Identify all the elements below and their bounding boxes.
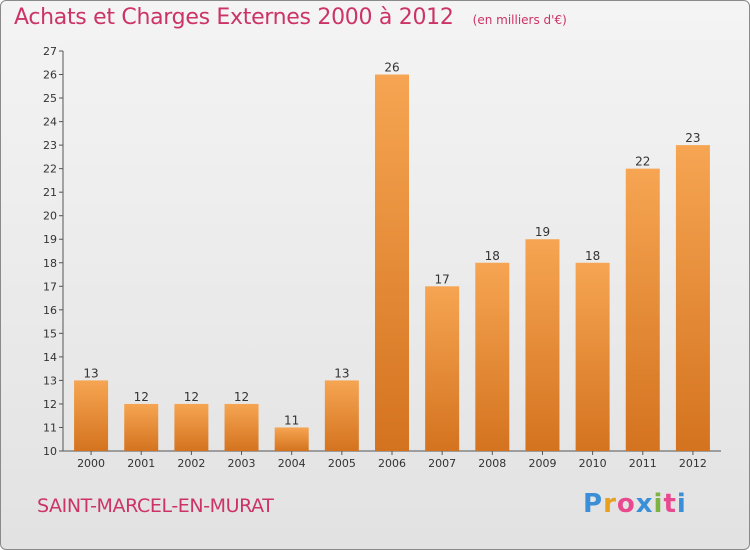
y-tick-label: 19 — [43, 233, 57, 246]
data-label: 17 — [435, 272, 450, 286]
bar — [425, 286, 460, 451]
x-tick-label: 2009 — [528, 457, 556, 470]
title-block: Achats et Charges Externes 2000 à 2012 (… — [14, 5, 567, 30]
y-tick-label: 21 — [43, 186, 57, 199]
y-tick-label: 15 — [43, 327, 57, 340]
y-tick-label: 25 — [43, 92, 57, 105]
x-tick-label: 2005 — [328, 457, 356, 470]
data-label: 18 — [585, 249, 600, 263]
data-label: 12 — [184, 390, 199, 404]
x-tick-label: 2004 — [278, 457, 306, 470]
x-tick-label: 2002 — [177, 457, 205, 470]
bar — [224, 403, 259, 451]
data-label: 19 — [535, 225, 550, 239]
chart-title: Achats et Charges Externes 2000 à 2012 — [14, 5, 454, 30]
y-tick-label: 27 — [43, 45, 57, 58]
data-label: 18 — [485, 249, 500, 263]
y-tick-label: 16 — [43, 304, 57, 317]
x-tick-label: 2003 — [228, 457, 256, 470]
bar — [74, 380, 109, 451]
bar — [124, 403, 159, 451]
y-tick-label: 24 — [43, 116, 57, 129]
logo-letter: t — [663, 489, 677, 519]
y-tick-label: 18 — [43, 257, 57, 270]
y-tick-label: 23 — [43, 139, 57, 152]
data-label: 26 — [384, 61, 399, 75]
proxiti-logo[interactable]: Proxiti — [583, 489, 687, 519]
logo-letter: P — [583, 489, 604, 519]
y-tick-label: 17 — [43, 280, 57, 293]
y-tick-label: 22 — [43, 163, 57, 176]
data-label: 12 — [134, 390, 149, 404]
logo-letter: i — [676, 489, 687, 519]
axes: 10 11 12 13 14 15 16 17 18 19 20 21 22 23 24 25 26 27 2000… — [43, 45, 721, 470]
y-tick-label: 20 — [43, 210, 57, 223]
x-tick-label: 2001 — [127, 457, 155, 470]
bar — [324, 380, 359, 451]
data-label: 13 — [334, 366, 349, 380]
chart-subtitle: (en milliers d'€) — [472, 13, 567, 27]
data-labels: 13 12 12 12 11 13 26 17 18 19 18 22 23 — [83, 61, 700, 428]
data-label: 13 — [83, 366, 98, 380]
logo-letter: o — [616, 489, 636, 519]
logo-letter: x — [635, 489, 654, 519]
data-label: 23 — [685, 131, 700, 145]
y-tick-label: 10 — [43, 445, 57, 458]
x-tick-label: 2012 — [679, 457, 707, 470]
y-tick-label: 26 — [43, 69, 57, 82]
x-tick-label: 2008 — [478, 457, 506, 470]
x-tick-label: 2006 — [378, 457, 406, 470]
x-tick-label: 2011 — [629, 457, 657, 470]
data-label: 11 — [284, 413, 299, 427]
logo-letter: i — [653, 489, 664, 519]
bar — [375, 74, 409, 451]
x-tick-label: 2000 — [77, 457, 105, 470]
bar — [525, 239, 560, 451]
bar — [675, 145, 710, 451]
bar — [174, 403, 209, 451]
data-label: 12 — [234, 390, 249, 404]
y-tick-label: 13 — [43, 374, 57, 387]
data-label: 22 — [635, 155, 650, 169]
bar — [575, 262, 610, 451]
bar — [274, 427, 309, 451]
city-name: SAINT-MARCEL-EN-MURAT — [37, 495, 274, 517]
y-tick-label: 12 — [43, 398, 57, 411]
logo-letter: r — [603, 489, 617, 519]
y-tick-label: 14 — [43, 351, 57, 364]
bars — [74, 74, 710, 451]
y-tick-label: 11 — [43, 421, 57, 434]
x-tick-label: 2007 — [428, 457, 456, 470]
bar — [475, 262, 510, 451]
bar — [625, 168, 660, 451]
x-tick-label: 2010 — [579, 457, 607, 470]
